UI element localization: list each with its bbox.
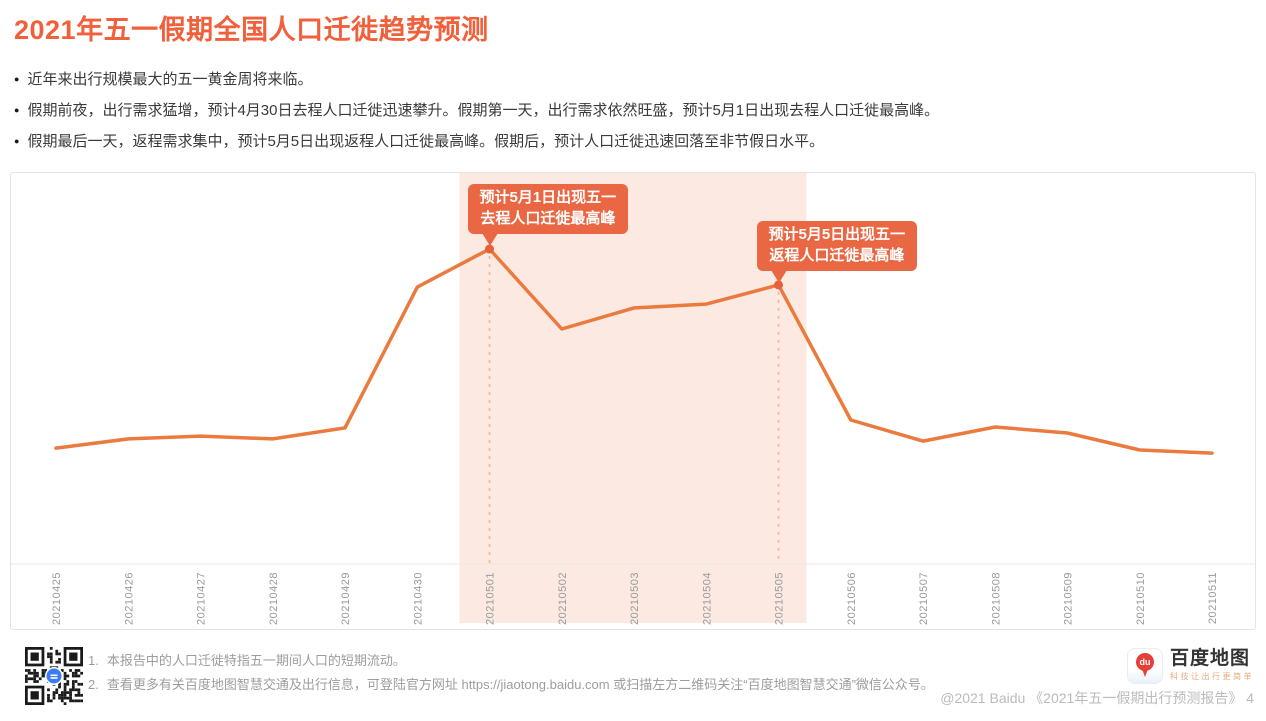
callout-text-line2: 去程人口迁徙最高峰: [480, 210, 616, 227]
map-pin-tail-icon: [1142, 669, 1148, 677]
x-axis-label: 20210508: [990, 572, 1002, 625]
bullet-icon: ●: [14, 136, 20, 146]
bullet-text: 假期前夜，出行需求猛增，预计4月30日去程人口迁徙迅速攀升。假期第一天，出行需求…: [27, 102, 940, 119]
callout-pointer-icon: [770, 270, 787, 283]
footnote-text: 本报告中的人口迁徙特指五一期间人口的短期流动。: [106, 653, 406, 668]
x-axis-label: 20210425: [51, 572, 63, 625]
footnote-item: 2. 查看更多有关百度地图智慧交通及出行信息，可登陆官方网址 https://ji…: [88, 673, 934, 697]
copyright-text: @2021 Baidu 《2021年五一假期出行预测报告》 4: [940, 690, 1254, 706]
callout-text-line1: 预计5月5日出现五一: [768, 226, 906, 243]
x-axis-label: 20210504: [701, 572, 713, 625]
footnote-list: 1. 本报告中的人口迁徙特指五一期间人口的短期流动。 2. 查看更多有关百度地图智慧…: [88, 649, 934, 697]
x-axis-label: 20210507: [918, 572, 930, 625]
x-axis-label: 20210511: [1207, 572, 1219, 624]
map-pin-icon: du: [1136, 653, 1154, 671]
migration-trend-line: [54, 247, 1214, 455]
x-axis-label: 20210505: [774, 572, 786, 625]
callout-text-line1: 预计5月1日出现五一: [479, 189, 617, 206]
page-title: 2021年五一假期全国人口迁徙趋势预测: [14, 15, 489, 45]
summary-bullet-list: ● 近年来出行规模最大的五一黄金周将来临。 ● 假期前夜，出行需求猛增，预计4月30…: [14, 64, 939, 157]
footnote-number: 1.: [88, 653, 99, 668]
bullet-text: 假期最后一天，返程需求集中，预计5月5日出现返程人口迁徙最高峰。假期后，预计人口…: [27, 133, 825, 150]
bullet-item: ● 近年来出行规模最大的五一黄金周将来临。: [14, 64, 939, 95]
x-axis-label: 20210502: [557, 572, 569, 625]
x-axis-label: 20210429: [340, 572, 352, 625]
x-axis-label: 20210427: [196, 572, 208, 625]
baidu-maps-logo: du 百度地图 科技让出行更简单: [1127, 648, 1254, 684]
x-axis-label: 20210428: [268, 572, 280, 625]
footnote-text: 或扫描左方二维码关注“百度地图智慧交通”微信公众号。: [609, 677, 934, 692]
x-axis-label: 20210503: [629, 572, 641, 625]
callout-text-line2: 返程人口迁徙最高峰: [769, 247, 905, 264]
wechat-qr-code: [25, 647, 83, 705]
bullet-text: 近年来出行规模最大的五一黄金周将来临。: [27, 71, 313, 88]
x-axis-label: 20210510: [1135, 572, 1147, 625]
bullet-item: ● 假期前夜，出行需求猛增，预计4月30日去程人口迁徙迅速攀升。假期第一天，出行需…: [14, 95, 939, 126]
x-axis-label: 20210509: [1063, 572, 1075, 625]
peak-dot: [485, 244, 494, 254]
x-axis-label: 20210501: [485, 572, 497, 625]
departure-peak-callout: 预计5月1日出现五一 去程人口迁徙最高峰: [467, 184, 629, 246]
footnote-item: 1. 本报告中的人口迁徙特指五一期间人口的短期流动。: [88, 649, 934, 673]
x-axis-label: 20210430: [412, 572, 424, 625]
bullet-icon: ●: [14, 74, 20, 84]
logo-title: 百度地图: [1170, 648, 1251, 669]
baidu-maps-brand: du 百度地图 科技让出行更简单: [1127, 648, 1254, 684]
holiday-highlight-band: [459, 173, 807, 623]
x-axis-label: 20210426: [123, 572, 135, 625]
jiaotong-url-link[interactable]: https://jiaotong.baidu.com: [461, 677, 610, 692]
migration-trend-chart-panel: 20210425 20210426 20210427 20210428 20210429…: [10, 172, 1256, 630]
bullet-icon: ●: [14, 105, 20, 115]
baidu-maps-app-icon: du: [1127, 648, 1163, 684]
footnote-text: 查看更多有关百度地图智慧交通及出行信息，可登陆官方网址: [106, 677, 462, 692]
line-chart-canvas: 20210425 20210426 20210427 20210428 20210429…: [11, 173, 1255, 629]
logo-tagline: 科技让出行更简单: [1170, 672, 1254, 681]
x-axis-label: 20210506: [846, 572, 858, 625]
callout-pointer-icon: [481, 233, 498, 246]
bullet-item: ● 假期最后一天，返程需求集中，预计5月5日出现返程人口迁徙最高峰。假期后，预计人…: [14, 126, 939, 157]
footnote-number: 2.: [88, 677, 99, 692]
return-peak-callout: 预计5月5日出现五一 返程人口迁徙最高峰: [756, 221, 918, 283]
